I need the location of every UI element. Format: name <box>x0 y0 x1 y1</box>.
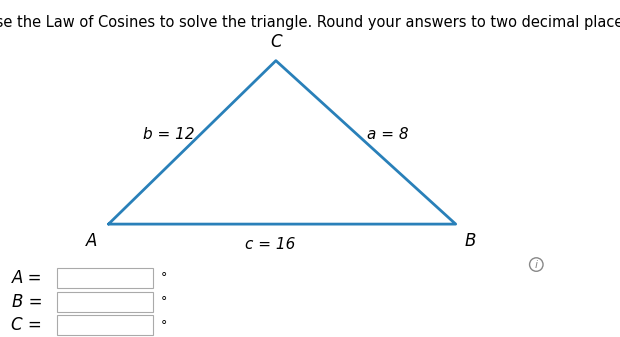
Text: a = 8: a = 8 <box>366 127 409 142</box>
Text: °: ° <box>161 272 167 284</box>
Text: i: i <box>534 259 538 270</box>
FancyBboxPatch shape <box>57 292 153 312</box>
Text: °: ° <box>161 295 167 308</box>
Text: b = 12: b = 12 <box>143 127 195 142</box>
Text: C: C <box>270 33 281 51</box>
Text: c = 16: c = 16 <box>244 237 295 252</box>
Text: C =: C = <box>11 316 42 334</box>
Text: B: B <box>464 232 476 250</box>
Text: Use the Law of Cosines to solve the triangle. Round your answers to two decimal : Use the Law of Cosines to solve the tria… <box>0 15 620 30</box>
Text: B =: B = <box>12 293 42 311</box>
FancyBboxPatch shape <box>57 268 153 288</box>
FancyBboxPatch shape <box>57 315 153 335</box>
Text: A =: A = <box>12 269 42 287</box>
Text: °: ° <box>161 319 167 332</box>
Text: A: A <box>86 232 97 250</box>
